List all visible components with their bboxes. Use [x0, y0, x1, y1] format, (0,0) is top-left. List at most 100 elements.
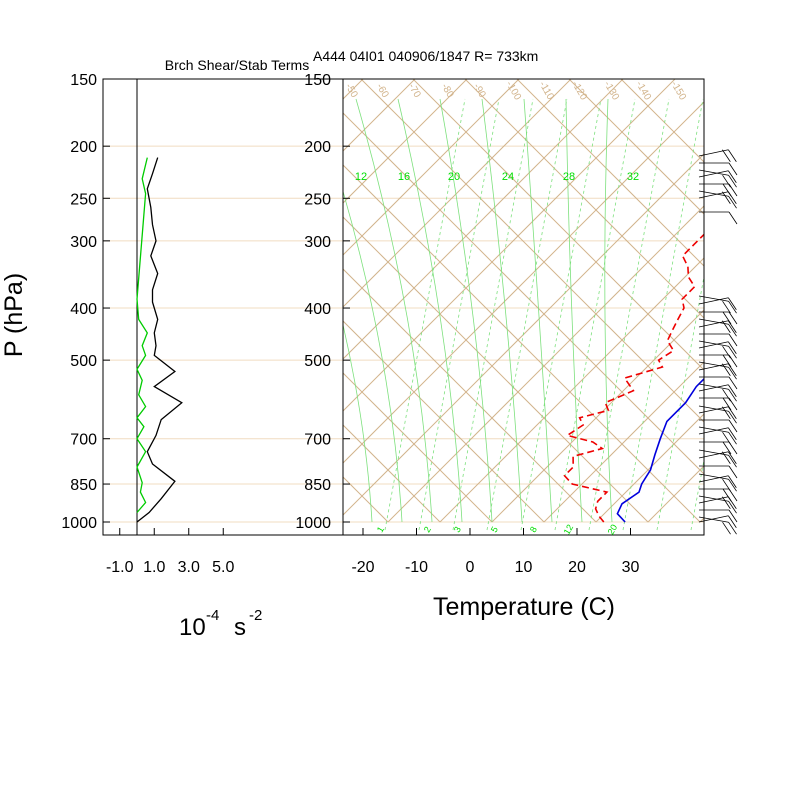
- isotherm-label: -110: [537, 80, 556, 103]
- wind-barb-shaft: [698, 516, 729, 523]
- wind-barb-flag: [722, 521, 731, 535]
- wind-barb-flag: [722, 406, 731, 419]
- skew-t-panel: 150 200 250 300 400 500 700 850 1000 -20 -10 0 10 20…: [0, 0, 705, 621]
- isotherm-line: [699, 517, 704, 523]
- mixing-ratio-top-label: 28: [563, 171, 575, 183]
- left-y-tick-label: 250: [70, 191, 97, 208]
- wind-barb-shaft: [698, 341, 729, 349]
- wind-barb-flag: [728, 183, 738, 197]
- wind-barb-flag: [728, 500, 737, 514]
- wind-barb-flag: [728, 211, 738, 225]
- isotherm-label: -140: [633, 79, 653, 102]
- isotherm-label: -60: [374, 82, 391, 100]
- dry-adiabat-line: [464, 79, 704, 319]
- wind-barb-shaft: [698, 495, 729, 502]
- wind-barb-shaft: [698, 190, 729, 197]
- wind-barb-flag: [728, 406, 737, 419]
- wind-barb-flag: [728, 174, 737, 188]
- wind-barb-flag: [728, 397, 738, 411]
- left-profiles: [136, 157, 183, 523]
- mixing-ratio-top-label: 32: [627, 171, 639, 183]
- skew-y-tick-label: 850: [304, 477, 331, 494]
- isotherm-line: [343, 79, 520, 256]
- temperature-profile-line: [616, 377, 704, 523]
- unit-exponent: -4: [206, 607, 219, 624]
- dry-adiabat-line: [343, 112, 704, 475]
- mixing-ratio-line: [588, 98, 670, 531]
- wind-barb-flag: [728, 388, 737, 402]
- wind-barb-flag: [728, 475, 737, 488]
- mixing-ratio-bottom-label: 5: [489, 525, 500, 534]
- mixing-ratio-bottom-label: 12: [562, 523, 576, 537]
- wind-barbs: [698, 149, 738, 535]
- wind-barb-shaft: [698, 169, 729, 176]
- left-y-tick-label: 700: [70, 432, 97, 449]
- isotherm-line: [0, 0, 260, 522]
- isotherm-label: -130: [601, 79, 621, 102]
- left-y-tick-label: 850: [70, 477, 97, 494]
- mixing-ratio-bottom-label: 2: [422, 525, 433, 534]
- moist-adiabat-and-mixing-lines: [343, 98, 704, 531]
- isotherm-line: [0, 0, 208, 522]
- dry-adiabat-line: [343, 424, 441, 523]
- skew-x-ticks: -20 -10 0 10 20 30: [351, 528, 640, 576]
- mixing-ratio-line: [554, 98, 636, 531]
- moist-adiabat-line: [523, 98, 553, 523]
- skew-pressure-gridlines: [343, 145, 704, 523]
- left-y-tick-label: 400: [70, 301, 97, 318]
- skew-y-tick-label: 150: [304, 72, 331, 89]
- wind-barb-flag: [728, 170, 737, 183]
- skew-y-tick-label: 1000: [295, 515, 331, 532]
- wind-barb-flag: [728, 195, 737, 209]
- wind-barb-flag: [728, 149, 737, 162]
- moist-adiabat-line: [604, 98, 613, 523]
- wind-barb-flag: [722, 388, 731, 402]
- wind-barb-flag: [728, 300, 737, 314]
- wind-barb-shaft: [698, 170, 729, 178]
- mixing-ratio-top-label: 12: [355, 171, 367, 183]
- wind-barb-flag: [728, 431, 737, 445]
- wind-barb-shaft: [698, 191, 729, 199]
- mixing-ratio-line: [418, 98, 500, 531]
- skew-x-tick-label: -10: [405, 559, 428, 576]
- skew-x-tick-label: 0: [466, 559, 475, 576]
- skew-y-tick-label: 250: [304, 191, 331, 208]
- dry-adiabat-line: [516, 79, 704, 267]
- temperature-axis-label: Temperature (C): [433, 593, 615, 621]
- mixing-ratio-bottom-label: 3: [452, 525, 463, 534]
- wind-barb-flag: [728, 297, 737, 310]
- wind-barb-shaft: [698, 473, 729, 480]
- isotherm-line: [543, 361, 704, 523]
- moist-adiabat-line: [439, 98, 493, 523]
- isotherm-and-adiabat-lines: [0, 0, 704, 523]
- isotherm-line: [343, 101, 704, 464]
- skew-x-tick-label: 10: [515, 559, 533, 576]
- wind-barb-flag: [728, 311, 738, 325]
- dry-adiabat-line: [0, 0, 128, 522]
- skew-x-tick-label: 30: [622, 559, 640, 576]
- wind-barb-shaft: [698, 405, 729, 412]
- wind-barb-flag: [722, 354, 732, 368]
- isotherm-label: -90: [471, 82, 488, 100]
- skew-x-tick-label: -20: [351, 559, 374, 576]
- pressure-axis-label: P (hPa): [0, 273, 28, 357]
- wind-barb-shaft: [698, 297, 729, 305]
- skew-y-tick-label: 500: [304, 353, 331, 370]
- left-y-tick-label: 1000: [61, 515, 97, 532]
- left-y-tick-label: 200: [70, 139, 97, 156]
- isotherm-line: [0, 0, 312, 522]
- dry-adiabat-line: [0, 0, 24, 522]
- moist-adiabat-line: [343, 189, 403, 523]
- left-x-tick-label: 3.0: [178, 559, 200, 576]
- shear-stability-panel: 150 200 250 300 400 500 700 850 1000 -1.0 1.0 3.0 5…: [0, 57, 344, 641]
- left-x-ticks: -1.0 1.0 3.0 5.0: [106, 528, 234, 576]
- dry-adiabat-line: [343, 268, 597, 523]
- mixing-ratio-line: [622, 98, 704, 531]
- isotherm-line: [343, 79, 624, 360]
- mixing-ratio-top-label: 16: [398, 171, 410, 183]
- mixing-ratio-top-label: 24: [502, 171, 514, 183]
- dry-adiabat-line: [343, 320, 545, 523]
- mixing-ratio-line: [452, 98, 534, 531]
- wind-barb-flag: [728, 366, 737, 380]
- skew-y-tick-label: 700: [304, 432, 331, 449]
